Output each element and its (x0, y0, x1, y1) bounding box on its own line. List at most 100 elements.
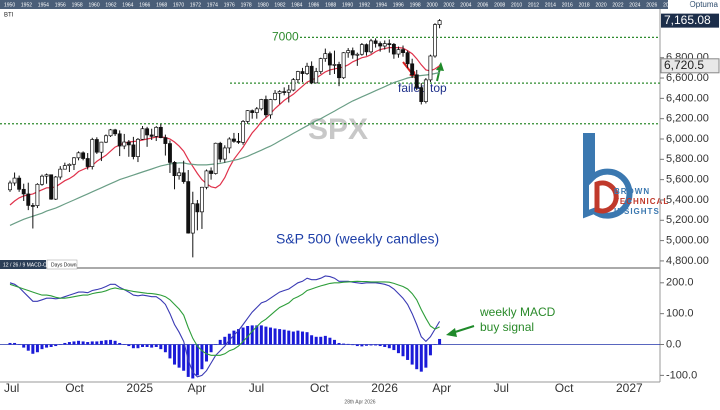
candle-body (410, 63, 415, 76)
price-tag-label: 7,165.08 (664, 13, 711, 27)
histogram-bar (168, 344, 172, 359)
candle-body (282, 91, 287, 93)
brand: Optuma (690, 0, 719, 9)
histogram-bar (31, 344, 35, 354)
overview-year: 1970 (173, 2, 184, 8)
tab[interactable] (46, 259, 78, 270)
candle-body (76, 152, 81, 159)
x-tick-label: Oct (555, 381, 574, 395)
tab[interactable] (0, 260, 46, 269)
histogram-bar (26, 344, 30, 351)
histogram-bar (191, 344, 195, 379)
histogram-bar (323, 335, 327, 345)
x-tick-label: Apr (188, 381, 207, 395)
candle-body (30, 205, 35, 207)
tab-label[interactable]: 12 / 26 / 9 MACD-C (3, 262, 47, 268)
candle-body (250, 110, 255, 113)
histogram-bar (49, 344, 53, 347)
candle-body (423, 79, 428, 102)
logo-text: BROWN (614, 187, 650, 196)
candle-body (177, 172, 182, 177)
candle-body (218, 142, 223, 160)
candle-body (355, 53, 360, 56)
overview-year: 2012 (528, 2, 539, 8)
date-label: 28th Apr 2026 (344, 399, 375, 405)
histogram-bar (433, 344, 437, 346)
histogram-bar (406, 344, 410, 360)
candle-body (49, 174, 54, 200)
level-label: 7000 (272, 30, 299, 44)
y-tick-label: 0.0 (666, 338, 681, 350)
candle-body (414, 74, 419, 88)
overview-year: 1976 (224, 2, 235, 8)
candle-body (433, 24, 437, 57)
candle-body (350, 50, 355, 56)
candle-body (364, 44, 369, 53)
candle-body (117, 133, 122, 147)
candle-body (154, 126, 159, 137)
histogram-bar (278, 329, 282, 345)
candle-body (12, 177, 17, 184)
overview-year: 2002 (443, 2, 454, 8)
candle-body (158, 126, 163, 139)
histogram-bar (45, 344, 49, 348)
histogram-bar (342, 343, 346, 345)
overview-year: 2008 (494, 2, 505, 8)
histogram-bar (428, 344, 432, 356)
candle-body (332, 64, 337, 66)
candle-body (268, 99, 273, 116)
overview-year: 1998 (410, 2, 421, 8)
y-tick-label: 200.0 (666, 277, 694, 289)
overview-year: 1952 (21, 2, 32, 8)
histogram-bar (159, 344, 163, 350)
overview-year: 2020 (596, 2, 607, 8)
histogram-bar (424, 344, 428, 368)
histogram-bar (259, 325, 263, 345)
candle-body (341, 52, 346, 79)
candle-body (295, 71, 300, 81)
candle-body (437, 20, 442, 25)
price-tag (661, 13, 719, 28)
histogram-bar (396, 344, 400, 354)
candle-body (231, 138, 236, 142)
candle-body (209, 170, 214, 174)
price-tag-label: 6,720.5 (664, 58, 704, 72)
histogram-bar (136, 344, 140, 349)
histogram-bar (67, 342, 71, 345)
y-tick-label: -100.0 (666, 369, 697, 381)
candle-body (186, 181, 191, 234)
overview-year: 2024 (629, 2, 640, 8)
overview-year: 2000 (427, 2, 438, 8)
histogram-bar (419, 344, 423, 372)
histogram-bar (378, 344, 382, 347)
y-tick-label: 6,600.00 (666, 72, 709, 84)
y-tick-label: 5,600.00 (666, 174, 709, 186)
candle-body (419, 87, 424, 102)
histogram-bar (145, 344, 149, 347)
overview-year: 1972 (190, 2, 201, 8)
x-tick-label: Jul (4, 381, 19, 395)
tab-label[interactable]: Days Down (51, 262, 77, 268)
histogram-bar (282, 329, 286, 345)
candle-body (387, 43, 392, 45)
candle-body (204, 170, 209, 188)
candle-body (108, 129, 113, 137)
histogram-bar (131, 344, 135, 349)
candle-body (104, 135, 108, 143)
histogram-bar (401, 344, 405, 357)
candle-body (72, 157, 76, 165)
candle-body (254, 108, 259, 113)
overview-year: 1980 (258, 2, 269, 8)
candle-body (40, 175, 44, 185)
candle-body (401, 49, 405, 53)
candle-body (67, 163, 72, 166)
candle-body (396, 49, 401, 55)
candle-body (44, 174, 49, 177)
candle-body (21, 188, 26, 195)
logo: BROWN TECHNICAL INSIGHTS (583, 133, 668, 219)
arrow-head (446, 328, 457, 337)
histogram-bar (287, 330, 291, 345)
histogram-bar (205, 344, 209, 362)
candle-body (263, 99, 268, 116)
candle-body (378, 43, 383, 47)
